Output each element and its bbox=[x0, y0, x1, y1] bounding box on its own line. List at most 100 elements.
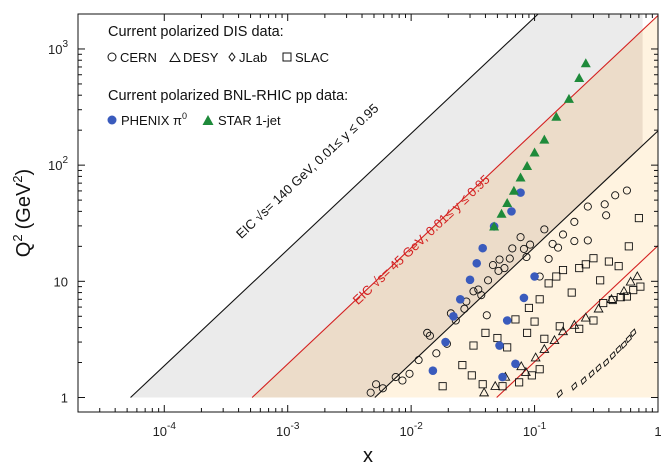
slac-point bbox=[581, 260, 590, 269]
slac-point bbox=[604, 257, 613, 266]
slac-point bbox=[458, 361, 467, 370]
cern-point bbox=[505, 254, 514, 263]
star-1-jet-point bbox=[502, 198, 513, 208]
y-tick-base: 1 bbox=[61, 390, 68, 405]
cern-point bbox=[391, 372, 400, 382]
slac-point bbox=[634, 214, 643, 223]
jlab-point bbox=[630, 328, 637, 338]
legend-phenix-sup: 0 bbox=[182, 111, 187, 121]
legend-cern-label: CERN bbox=[120, 50, 157, 65]
slac-point bbox=[544, 279, 553, 288]
star-1-jet-point bbox=[539, 134, 550, 144]
x-tick-base: 1 bbox=[654, 424, 661, 439]
x-axis-title: x bbox=[363, 445, 373, 467]
cern-point bbox=[622, 186, 631, 195]
legend-pp-header: Current polarized BNL-RHIC pp data: bbox=[108, 88, 348, 104]
x-tick-base: 10 bbox=[399, 424, 413, 439]
cern-point bbox=[583, 202, 592, 211]
legend-cern-marker bbox=[107, 52, 117, 62]
cern-point bbox=[423, 328, 432, 337]
y-tick-label: 102 bbox=[48, 155, 68, 173]
cern-point bbox=[460, 304, 469, 313]
jlab-point bbox=[615, 344, 622, 354]
jlab-point bbox=[580, 375, 587, 386]
cern-point bbox=[405, 369, 414, 378]
cern-point bbox=[425, 331, 434, 340]
slac-point bbox=[535, 295, 544, 304]
cern-point bbox=[540, 225, 549, 234]
slac-point bbox=[524, 303, 533, 312]
phenix-0-point bbox=[507, 207, 516, 216]
marker-layer bbox=[366, 58, 645, 399]
slac-point bbox=[511, 315, 520, 324]
slac-point bbox=[608, 295, 617, 305]
jlab-point bbox=[588, 369, 595, 379]
desy-point bbox=[557, 326, 569, 336]
plot-frame bbox=[77, 13, 659, 413]
desy-point bbox=[580, 312, 591, 322]
star-1-jet-point bbox=[515, 172, 526, 182]
slac-point bbox=[540, 334, 549, 343]
desy-point bbox=[569, 319, 580, 329]
slac-point bbox=[589, 316, 598, 325]
slac-point bbox=[614, 262, 623, 271]
legend-jlab-label: JLab bbox=[239, 50, 267, 65]
cern-point bbox=[366, 388, 375, 397]
cern-point bbox=[484, 276, 493, 285]
star-1-jet-point bbox=[489, 221, 500, 231]
slac-point bbox=[622, 292, 631, 301]
x-tick-base: 10 bbox=[276, 424, 290, 439]
cern-point bbox=[570, 237, 579, 246]
eic-140-lower-line bbox=[130, 14, 539, 398]
desy-point bbox=[530, 352, 541, 362]
cern-point bbox=[378, 384, 387, 393]
x-tick-exp: -3 bbox=[290, 421, 299, 432]
x-tick-label: 10-2 bbox=[399, 421, 423, 439]
x-tick-label: 10-1 bbox=[523, 421, 547, 439]
slac-point bbox=[589, 254, 598, 263]
jlab-point bbox=[620, 340, 628, 350]
star-1-jet-point bbox=[551, 111, 562, 121]
slac-point bbox=[438, 382, 447, 391]
cern-point bbox=[414, 356, 423, 365]
x-tick-label: 10-3 bbox=[276, 421, 300, 439]
slac-point bbox=[503, 343, 512, 352]
jlab-point bbox=[556, 388, 563, 399]
legend-desy-marker bbox=[169, 52, 181, 62]
y-tick-base: 10 bbox=[48, 158, 62, 173]
cern-point bbox=[495, 255, 504, 264]
jlab-point bbox=[603, 357, 610, 368]
slac-point bbox=[555, 322, 564, 331]
cern-point bbox=[583, 236, 592, 245]
cern-point bbox=[602, 211, 611, 220]
phenix-0-point bbox=[441, 337, 450, 347]
desy-point bbox=[539, 343, 550, 353]
star-1-jet-point bbox=[529, 147, 540, 157]
slac-point bbox=[636, 282, 645, 291]
eic-45-lower-line bbox=[251, 15, 658, 398]
phenix-0-point bbox=[498, 372, 507, 382]
legend-star-label: STAR 1-jet bbox=[218, 113, 281, 128]
cern-point bbox=[482, 311, 491, 320]
y-tick-label: 10 bbox=[54, 274, 68, 289]
star-1-jet-point bbox=[574, 73, 585, 83]
y-tick-exp: 3 bbox=[62, 39, 68, 50]
desy-point bbox=[490, 380, 501, 390]
x-tick-exp: -1 bbox=[537, 421, 546, 432]
slac-point bbox=[469, 341, 478, 350]
x-tick-base: 10 bbox=[153, 424, 167, 439]
cern-point bbox=[600, 200, 609, 209]
phenix-0-point bbox=[449, 311, 458, 321]
cern-point bbox=[398, 376, 407, 385]
phenix-0-point bbox=[519, 293, 529, 303]
y-tick-label: 103 bbox=[48, 39, 68, 57]
slac-point bbox=[599, 298, 608, 308]
star-1-jet-point bbox=[563, 93, 574, 103]
jlab-point bbox=[625, 334, 632, 344]
phenix-0-point bbox=[495, 341, 504, 350]
phenix-0-point bbox=[428, 366, 438, 376]
legend-jlab-marker bbox=[228, 52, 236, 62]
x-tick-exp: -2 bbox=[414, 421, 423, 432]
star-1-jet-point bbox=[496, 208, 507, 218]
